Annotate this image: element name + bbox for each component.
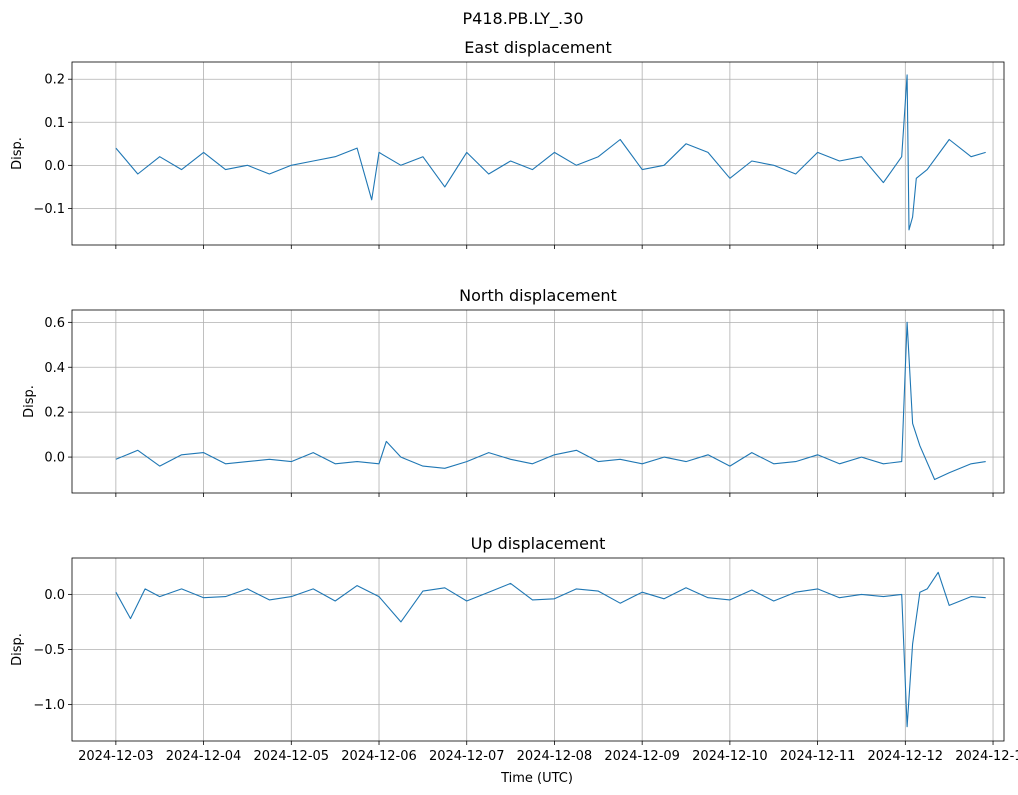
series-line [115,571,986,728]
x-tick-label: 2024-12-12 [868,749,944,764]
y-axis-label: Disp. [10,633,25,666]
x-tick-label: 2024-12-09 [604,749,680,764]
x-tick-label: 2024-12-06 [341,749,417,764]
y-tick-label: 0.0 [44,159,65,174]
subplot-title: North displacement [459,286,617,305]
x-tick-label: 2024-12-04 [166,749,242,764]
x-tick-label: 2024-12-07 [429,749,505,764]
subplot-title: East displacement [464,38,611,57]
y-tick-label: 0.2 [44,406,65,421]
y-tick-label: −0.5 [33,643,65,658]
y-tick-label: −0.1 [33,202,65,217]
axes-frame [71,309,1005,494]
series-line [115,74,986,231]
x-tick-label: 2024-12-03 [78,749,154,764]
x-tick-label: 2024-12-05 [254,749,330,764]
y-tick-label: 0.0 [44,451,65,466]
y-tick-label: 0.2 [44,73,65,88]
subplot-3: 2024-12-03 2024-12-04 2024-12-05 2024-12-06… [10,534,1018,764]
figure-suptitle: P418.PB.LY_.30 [463,9,584,29]
x-tick-label: 2024-12-13 [955,749,1018,764]
subplot-1: −0.1 0.0 0.1 0.2 East displacement Disp. [10,38,1005,249]
y-tick-label: 0.1 [44,116,65,131]
axes-frame [71,61,1005,246]
series-line [115,321,986,481]
y-axis-label: Disp. [22,385,37,418]
y-tick-label: 0.4 [44,361,65,376]
x-tick-label: 2024-12-10 [692,749,768,764]
x-axis-label: Time (UTC) [500,771,573,786]
y-tick-label: 0.0 [44,588,65,603]
y-tick-label: −1.0 [33,698,65,713]
y-axis-label: Disp. [10,137,25,170]
subplot-2: 0.0 0.2 0.4 0.6 North displacement Disp. [22,286,1005,497]
y-tick-label: 0.6 [44,316,65,331]
x-tick-label: 2024-12-11 [780,749,856,764]
x-tick-label: 2024-12-08 [517,749,593,764]
subplot-title: Up displacement [471,534,606,553]
